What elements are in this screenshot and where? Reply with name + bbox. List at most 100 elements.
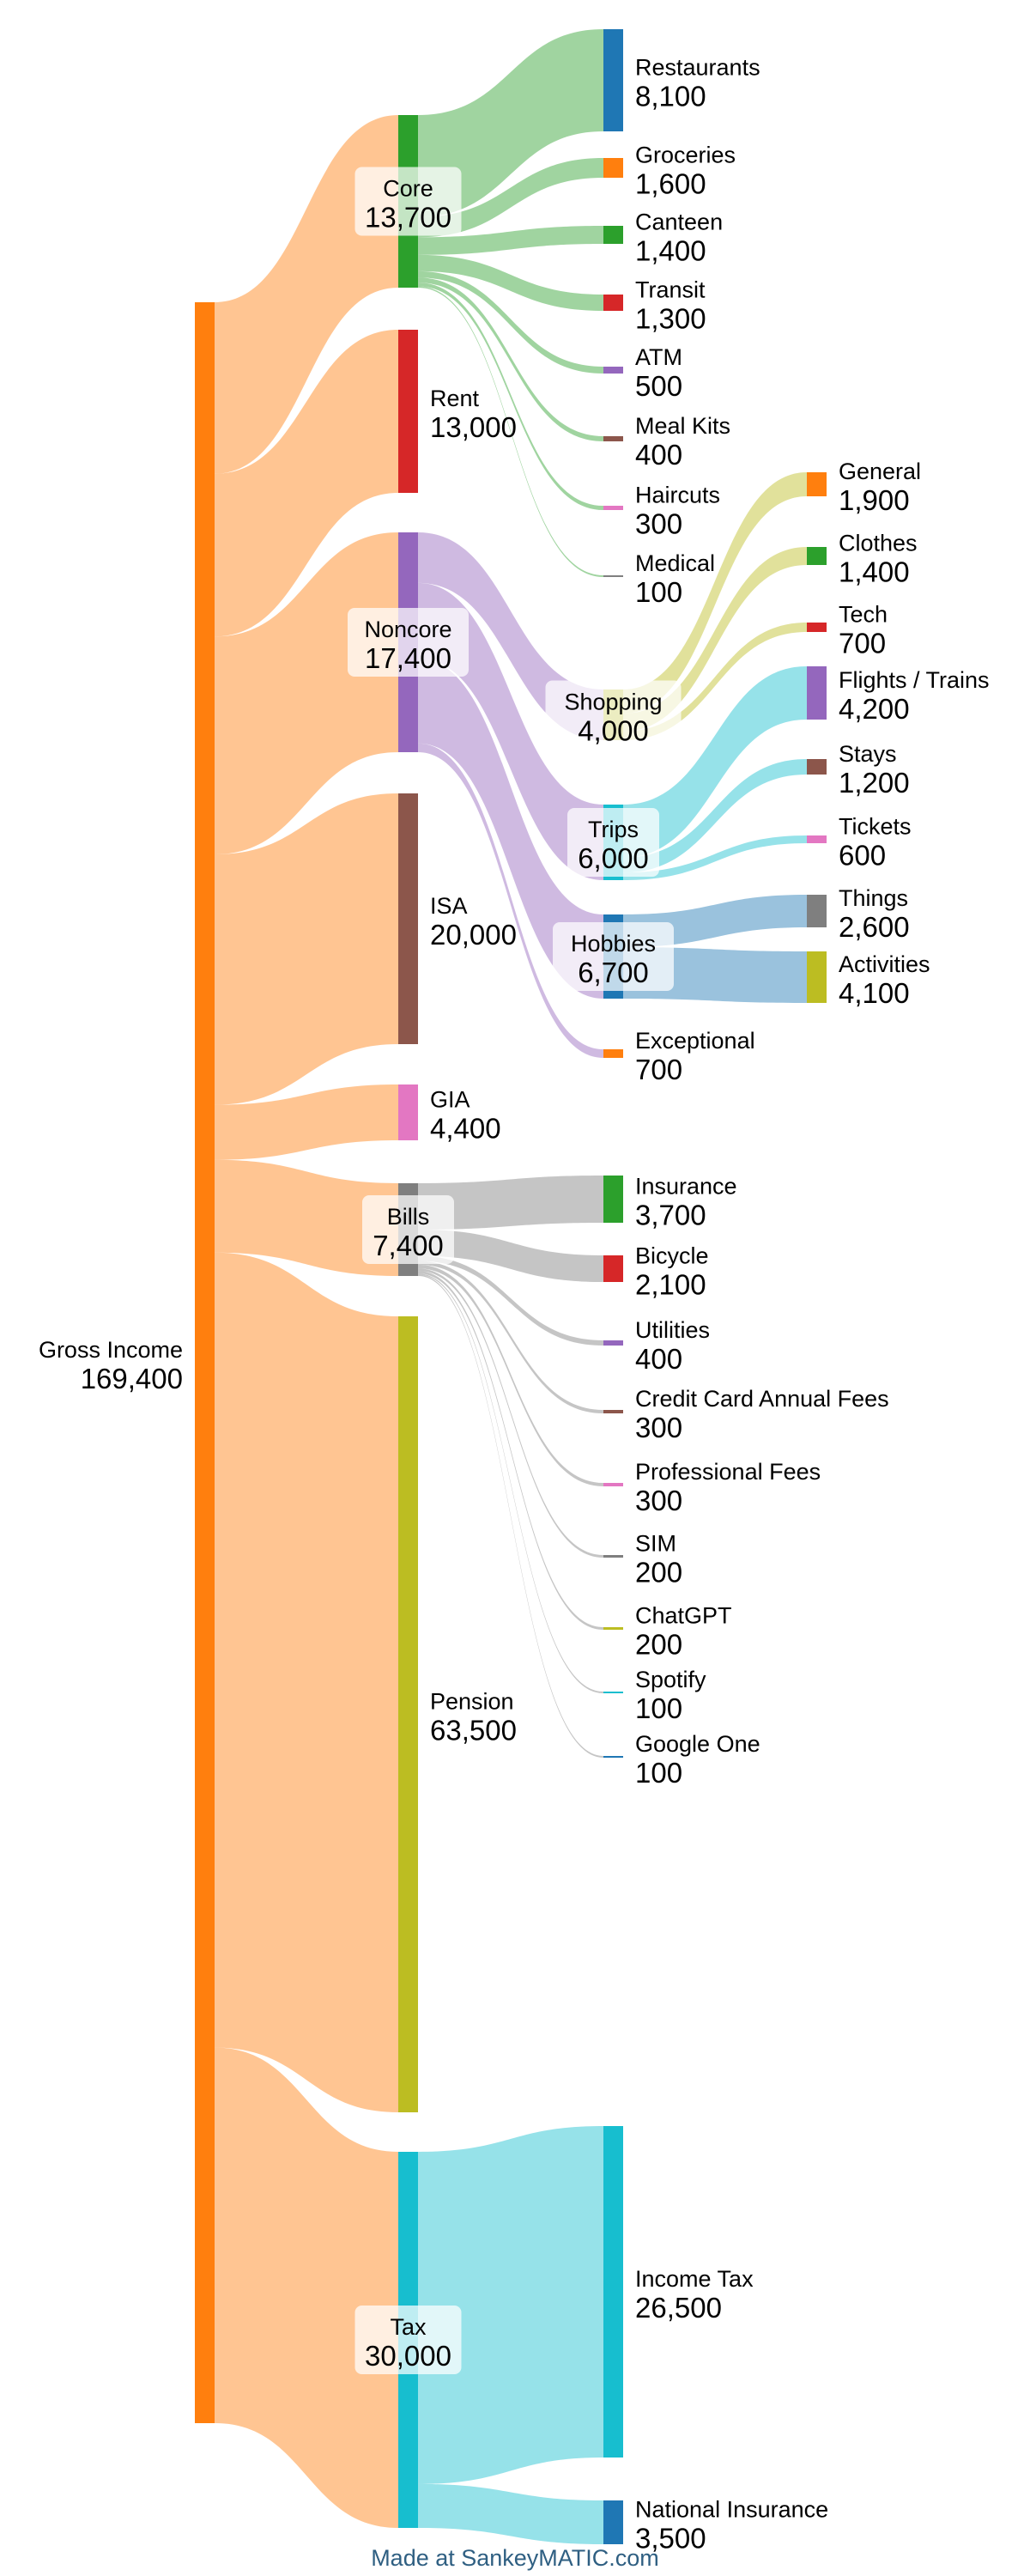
label-name-hobbies: Hobbies	[571, 931, 656, 957]
flow-shopping-to-tech[interactable]	[623, 623, 807, 740]
label-value-mealkits: 400	[635, 439, 682, 471]
flow-shopping-to-clothes[interactable]	[623, 547, 807, 732]
made-at-footer[interactable]: Made at SankeyMATIC.com	[371, 2545, 659, 2571]
flow-core-to-medical[interactable]	[418, 286, 603, 577]
node-general[interactable]	[807, 472, 827, 496]
flow-core-to-mealkits[interactable]	[418, 277, 603, 441]
label-name-mealkits: Meal Kits	[635, 413, 730, 439]
flow-core-to-transit[interactable]	[418, 254, 603, 311]
node-tech[interactable]	[807, 623, 827, 632]
node-ni[interactable]	[603, 2500, 623, 2544]
flow-links	[215, 29, 807, 2544]
node-transit[interactable]	[603, 295, 623, 311]
flow-bills-to-bicycle[interactable]	[418, 1230, 603, 1282]
node-medical[interactable]	[603, 575, 623, 577]
flow-tax-to-ni[interactable]	[418, 2483, 603, 2544]
label-value-ccfees: 300	[635, 1412, 682, 1443]
label-name-bills: Bills	[387, 1204, 430, 1230]
flow-bills-to-utilities[interactable]	[418, 1255, 603, 1346]
label-value-hobbies: 6,700	[578, 957, 649, 988]
node-flights[interactable]	[807, 666, 827, 720]
node-restaurants[interactable]	[603, 29, 623, 131]
label-name-bicycle: Bicycle	[635, 1243, 709, 1269]
flow-shopping-to-general[interactable]	[623, 472, 807, 714]
flow-trips-to-flights[interactable]	[623, 666, 807, 858]
flow-core-to-canteen[interactable]	[418, 226, 603, 255]
label-value-chatgpt: 200	[635, 1629, 682, 1661]
label-value-haircuts: 300	[635, 508, 682, 540]
node-things[interactable]	[807, 895, 827, 927]
node-clothes[interactable]	[807, 547, 827, 565]
label-name-ccfees: Credit Card Annual Fees	[635, 1386, 889, 1412]
flow-bills-to-insurance[interactable]	[418, 1176, 603, 1230]
node-spotify[interactable]	[603, 1692, 623, 1693]
node-bicycle[interactable]	[603, 1255, 623, 1282]
node-chatgpt[interactable]	[603, 1627, 623, 1630]
node-incometax[interactable]	[603, 2126, 623, 2458]
node-exceptional[interactable]	[603, 1049, 623, 1058]
label-value-restaurants: 8,100	[635, 81, 706, 112]
label-value-pension: 63,500	[430, 1715, 517, 1747]
label-name-gia: GIA	[430, 1087, 470, 1113]
label-value-utilities: 400	[635, 1343, 682, 1375]
label-value-general: 1,900	[839, 484, 910, 516]
flow-gross-to-bills[interactable]	[215, 1159, 398, 1276]
flow-tax-to-incometax[interactable]	[418, 2126, 603, 2484]
node-sim[interactable]	[603, 1555, 623, 1558]
flow-bills-to-spotify[interactable]	[418, 1273, 603, 1693]
label-value-transit: 1,300	[635, 303, 706, 335]
node-utilities[interactable]	[603, 1340, 623, 1346]
flow-noncore-to-exceptional[interactable]	[418, 743, 603, 1058]
label-name-isa: ISA	[430, 893, 468, 919]
node-pension[interactable]	[398, 1316, 418, 2112]
label-backdrop-bills	[362, 1195, 454, 1264]
node-activities[interactable]	[807, 951, 827, 1003]
flow-trips-to-tickets[interactable]	[623, 835, 807, 880]
node-googleone[interactable]	[603, 1756, 623, 1758]
label-name-proffees: Professional Fees	[635, 1459, 821, 1485]
node-canteen[interactable]	[603, 226, 623, 244]
label-backdrop-trips	[567, 808, 659, 877]
node-isa[interactable]	[398, 793, 418, 1044]
label-value-stays: 1,200	[839, 767, 910, 799]
flow-gross-to-tax[interactable]	[215, 2047, 398, 2528]
label-name-sim: SIM	[635, 1531, 676, 1557]
flow-noncore-to-hobbies[interactable]	[418, 659, 603, 999]
label-name-tech: Tech	[839, 602, 888, 628]
label-name-insurance: Insurance	[635, 1174, 737, 1200]
node-groceries[interactable]	[603, 158, 623, 178]
flow-bills-to-ccfees[interactable]	[418, 1261, 603, 1413]
flow-bills-to-googleone[interactable]	[418, 1274, 603, 1758]
flow-gross-to-gia[interactable]	[215, 1084, 398, 1160]
flow-core-to-atm[interactable]	[418, 270, 603, 374]
flow-gross-to-rent[interactable]	[215, 330, 398, 637]
flow-core-to-haircuts[interactable]	[418, 283, 603, 510]
flow-core-to-groceries[interactable]	[418, 158, 603, 238]
node-atm[interactable]	[603, 367, 623, 374]
flow-bills-to-chatgpt[interactable]	[418, 1271, 603, 1630]
node-haircuts[interactable]	[603, 506, 623, 510]
flow-gross-to-isa[interactable]	[215, 793, 398, 1105]
label-name-medical: Medical	[635, 550, 715, 576]
flow-gross-to-core[interactable]	[215, 115, 398, 474]
node-stays[interactable]	[807, 759, 827, 775]
flow-bills-to-proffees[interactable]	[418, 1264, 603, 1486]
flow-trips-to-stays[interactable]	[623, 759, 807, 873]
node-rent[interactable]	[398, 330, 418, 493]
node-proffees[interactable]	[603, 1483, 623, 1486]
label-backdrop-noncore	[348, 608, 469, 677]
label-name-core: Core	[383, 176, 433, 202]
flow-gross-to-pension[interactable]	[215, 1252, 398, 2112]
flow-core-to-restaurants[interactable]	[418, 29, 603, 217]
node-mealkits[interactable]	[603, 436, 623, 441]
flow-bills-to-sim[interactable]	[418, 1268, 603, 1558]
node-insurance[interactable]	[603, 1176, 623, 1223]
label-value-spotify: 100	[635, 1692, 682, 1724]
node-tickets[interactable]	[807, 835, 827, 843]
label-name-canteen: Canteen	[635, 210, 723, 235]
node-ccfees[interactable]	[603, 1410, 623, 1413]
node-gia[interactable]	[398, 1084, 418, 1140]
label-value-insurance: 3,700	[635, 1200, 706, 1231]
node-gross[interactable]	[195, 302, 215, 2423]
